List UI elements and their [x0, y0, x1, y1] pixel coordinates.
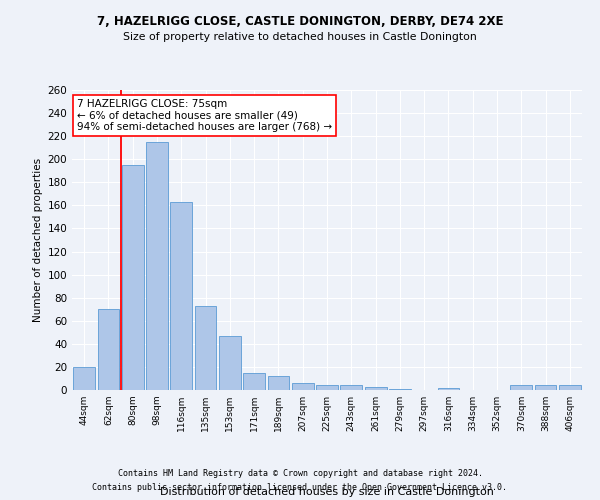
- Bar: [292, 383, 314, 390]
- Bar: [511, 386, 532, 390]
- Bar: [170, 202, 192, 390]
- Bar: [122, 165, 143, 390]
- Bar: [535, 386, 556, 390]
- Bar: [340, 386, 362, 390]
- Bar: [219, 336, 241, 390]
- Bar: [437, 388, 460, 390]
- X-axis label: Distribution of detached houses by size in Castle Donington: Distribution of detached houses by size …: [160, 487, 494, 497]
- Bar: [146, 142, 168, 390]
- Text: 7, HAZELRIGG CLOSE, CASTLE DONINGTON, DERBY, DE74 2XE: 7, HAZELRIGG CLOSE, CASTLE DONINGTON, DE…: [97, 15, 503, 28]
- Bar: [389, 389, 411, 390]
- Text: 7 HAZELRIGG CLOSE: 75sqm
← 6% of detached houses are smaller (49)
94% of semi-de: 7 HAZELRIGG CLOSE: 75sqm ← 6% of detache…: [77, 99, 332, 132]
- Text: Contains public sector information licensed under the Open Government Licence v3: Contains public sector information licen…: [92, 484, 508, 492]
- Bar: [243, 372, 265, 390]
- Bar: [97, 309, 119, 390]
- Bar: [268, 376, 289, 390]
- Bar: [559, 386, 581, 390]
- Y-axis label: Number of detached properties: Number of detached properties: [33, 158, 43, 322]
- Bar: [316, 386, 338, 390]
- Bar: [73, 367, 95, 390]
- Text: Size of property relative to detached houses in Castle Donington: Size of property relative to detached ho…: [123, 32, 477, 42]
- Bar: [365, 386, 386, 390]
- Bar: [194, 306, 217, 390]
- Text: Contains HM Land Registry data © Crown copyright and database right 2024.: Contains HM Land Registry data © Crown c…: [118, 468, 482, 477]
